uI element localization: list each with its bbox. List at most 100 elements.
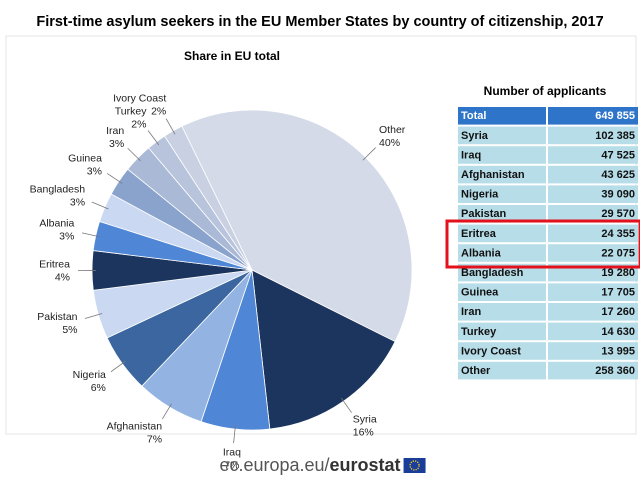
table-cell (548, 244, 638, 262)
table-row-label: Guinea (461, 287, 499, 299)
table-row-value: 102 385 (595, 130, 635, 142)
table-row-label: Albania (461, 247, 502, 259)
leader-line (340, 397, 352, 413)
table-cell (458, 165, 546, 184)
slice-label: Afghanistan (107, 421, 163, 433)
table-row-label: Pakistan (461, 208, 507, 220)
slice-label: Iraq (223, 447, 241, 459)
table-row-value: 47 525 (601, 149, 635, 161)
pie-subtitle: Share in EU total (184, 49, 280, 63)
table-cell (548, 185, 638, 203)
table-row-label: Eritrea (461, 228, 497, 240)
slice-label: Iran (106, 125, 124, 137)
table-cell (548, 165, 638, 184)
table-row-label: Total (461, 110, 486, 122)
slice-value-label: 2% (151, 106, 166, 118)
leader-line (107, 173, 123, 184)
table-title: Number of applicants (484, 84, 607, 98)
table-row-value: 17 705 (601, 287, 635, 299)
table-row-label: Bangladesh (461, 267, 524, 279)
table-cell (458, 303, 546, 321)
leader-line (165, 118, 176, 135)
slice-value-label: 7% (224, 460, 239, 472)
slice-value-label: 3% (109, 138, 124, 150)
slice-label: Other (379, 124, 406, 136)
table-cell (548, 126, 638, 145)
table-row-label: Iraq (461, 149, 481, 161)
slice-label: Bangladesh (30, 184, 86, 196)
slice-label: Albania (39, 217, 74, 229)
table-cell (458, 361, 546, 380)
leader-line (110, 360, 126, 373)
table-cell (548, 205, 638, 223)
slice-value-label: 3% (59, 230, 74, 242)
slice-label: Pakistan (37, 311, 77, 323)
table-row-value: 649 855 (595, 110, 635, 122)
slice-label: Ivory Coast (113, 93, 166, 105)
table-cell (548, 361, 638, 380)
table-row-label: Other (461, 365, 491, 377)
slice-value-label: 7% (147, 434, 162, 446)
table-row-value: 17 260 (601, 306, 635, 318)
table-row-label: Turkey (461, 326, 497, 338)
leader-line (81, 232, 100, 238)
footer-url: ec.europa.eu/ (219, 455, 329, 475)
leader-line (147, 130, 160, 146)
chart-title: First-time asylum seekers in the EU Memb… (36, 14, 603, 30)
table-cell (458, 185, 546, 203)
table-row-value: 29 570 (601, 208, 635, 220)
slice-value-label: 40% (379, 137, 400, 149)
table-row-value: 39 090 (601, 189, 635, 201)
slice-value-label: 3% (70, 197, 85, 209)
table-row-label: Ivory Coast (461, 345, 521, 357)
table-cell (458, 342, 546, 360)
table-row-label: Afghanistan (461, 169, 525, 181)
table-row-value: 22 075 (601, 247, 635, 259)
table-cell (548, 303, 638, 321)
table-cell (548, 342, 638, 360)
leader-line (233, 425, 236, 444)
table-row-value: 258 360 (595, 365, 635, 377)
leader-line (84, 313, 103, 319)
pie (91, 109, 413, 431)
leader-line (91, 201, 109, 210)
table-row-value: 43 625 (601, 169, 635, 181)
table-row-label: Iran (461, 306, 481, 318)
eu-flag-stars (409, 460, 420, 471)
slice-value-label: 16% (353, 427, 374, 439)
slice-value-label: 3% (87, 165, 102, 177)
slice-label: Guinea (68, 152, 102, 164)
pie-labels: Other40%Syria16%Iraq7%Afghanistan7%Niger… (30, 93, 406, 472)
table-cell (458, 107, 546, 125)
table-row-value: 24 355 (601, 228, 635, 240)
table-cell (458, 283, 546, 301)
table-cell (458, 322, 546, 341)
slice-value-label: 2% (131, 118, 146, 130)
slice-label: Eritrea (39, 258, 70, 270)
footer-brand: eurostat (330, 455, 401, 475)
leader-line (161, 403, 172, 420)
table-cell (458, 126, 546, 145)
leader-line (362, 147, 376, 161)
highlight-box (445, 219, 640, 269)
slice-label: Turkey (115, 105, 147, 117)
slice-value-label: 6% (91, 382, 106, 394)
slice-label: Nigeria (73, 369, 106, 381)
table-cell (458, 205, 546, 223)
table-cell (548, 107, 638, 125)
table-row-value: 13 995 (601, 345, 635, 357)
table: Total 649 855 Syria 102 385 Iraq 47 525 Afghan… (458, 107, 638, 380)
table-row-label: Syria (461, 130, 489, 142)
leader-line (127, 147, 141, 162)
slice-label: Syria (353, 414, 377, 426)
table-cell (548, 322, 638, 341)
table-cell (548, 224, 638, 243)
slice-value-label: 4% (55, 271, 70, 283)
table-cell (458, 224, 546, 243)
table-cell (458, 244, 546, 262)
eu-flag (403, 458, 426, 473)
table-cell (458, 146, 546, 164)
slice-value-label: 5% (62, 324, 77, 336)
table-row-value: 14 630 (601, 326, 635, 338)
